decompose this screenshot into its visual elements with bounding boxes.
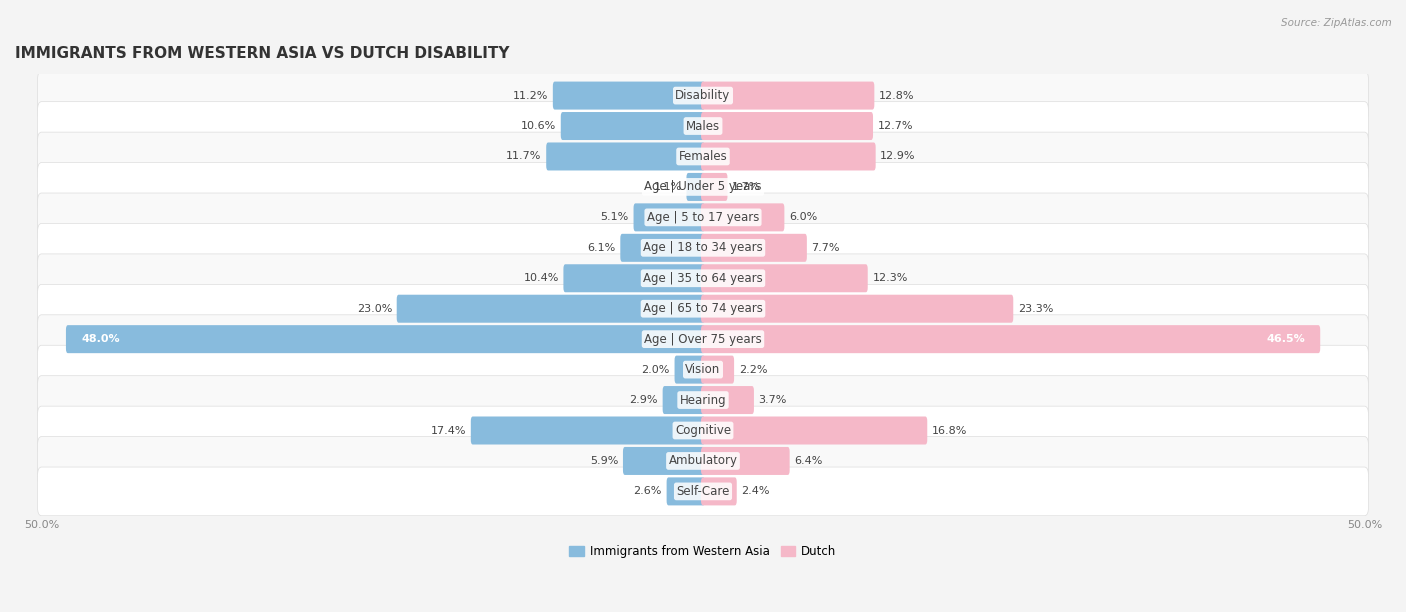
FancyBboxPatch shape xyxy=(38,376,1368,424)
Text: 6.4%: 6.4% xyxy=(794,456,823,466)
Text: Ambulatory: Ambulatory xyxy=(668,455,738,468)
Text: 46.5%: 46.5% xyxy=(1267,334,1305,344)
FancyBboxPatch shape xyxy=(702,203,785,231)
FancyBboxPatch shape xyxy=(38,163,1368,211)
Text: 12.7%: 12.7% xyxy=(877,121,912,131)
Text: 48.0%: 48.0% xyxy=(82,334,120,344)
FancyBboxPatch shape xyxy=(675,356,704,384)
Text: Females: Females xyxy=(679,150,727,163)
Text: Source: ZipAtlas.com: Source: ZipAtlas.com xyxy=(1281,18,1392,28)
FancyBboxPatch shape xyxy=(38,71,1368,120)
Text: 6.1%: 6.1% xyxy=(588,243,616,253)
FancyBboxPatch shape xyxy=(38,406,1368,455)
FancyBboxPatch shape xyxy=(38,193,1368,242)
FancyBboxPatch shape xyxy=(702,295,1014,323)
FancyBboxPatch shape xyxy=(702,112,873,140)
Text: 2.9%: 2.9% xyxy=(630,395,658,405)
Text: 2.0%: 2.0% xyxy=(641,365,669,375)
FancyBboxPatch shape xyxy=(38,285,1368,333)
Text: 2.2%: 2.2% xyxy=(738,365,768,375)
Text: 2.6%: 2.6% xyxy=(634,487,662,496)
Text: 12.3%: 12.3% xyxy=(872,274,908,283)
FancyBboxPatch shape xyxy=(38,467,1368,516)
FancyBboxPatch shape xyxy=(702,386,754,414)
FancyBboxPatch shape xyxy=(38,254,1368,302)
Text: 3.7%: 3.7% xyxy=(759,395,787,405)
Text: Age | 5 to 17 years: Age | 5 to 17 years xyxy=(647,211,759,224)
Text: Vision: Vision xyxy=(685,363,721,376)
FancyBboxPatch shape xyxy=(38,223,1368,272)
Text: Age | Under 5 years: Age | Under 5 years xyxy=(644,181,762,193)
FancyBboxPatch shape xyxy=(66,325,704,353)
Text: 10.4%: 10.4% xyxy=(523,274,558,283)
Text: 16.8%: 16.8% xyxy=(932,425,967,436)
Text: 1.1%: 1.1% xyxy=(654,182,682,192)
FancyBboxPatch shape xyxy=(553,81,704,110)
FancyBboxPatch shape xyxy=(702,356,734,384)
Text: 11.2%: 11.2% xyxy=(513,91,548,100)
FancyBboxPatch shape xyxy=(396,295,704,323)
Text: 12.9%: 12.9% xyxy=(880,152,915,162)
FancyBboxPatch shape xyxy=(702,325,1320,353)
FancyBboxPatch shape xyxy=(702,447,790,475)
Text: 10.6%: 10.6% xyxy=(520,121,557,131)
Text: Cognitive: Cognitive xyxy=(675,424,731,437)
FancyBboxPatch shape xyxy=(662,386,704,414)
Text: IMMIGRANTS FROM WESTERN ASIA VS DUTCH DISABILITY: IMMIGRANTS FROM WESTERN ASIA VS DUTCH DI… xyxy=(15,46,509,61)
FancyBboxPatch shape xyxy=(38,315,1368,364)
FancyBboxPatch shape xyxy=(702,81,875,110)
FancyBboxPatch shape xyxy=(38,132,1368,181)
FancyBboxPatch shape xyxy=(561,112,704,140)
FancyBboxPatch shape xyxy=(702,264,868,293)
Text: Disability: Disability xyxy=(675,89,731,102)
FancyBboxPatch shape xyxy=(702,234,807,262)
FancyBboxPatch shape xyxy=(546,143,704,171)
FancyBboxPatch shape xyxy=(666,477,704,506)
Text: Males: Males xyxy=(686,119,720,133)
FancyBboxPatch shape xyxy=(702,477,737,506)
FancyBboxPatch shape xyxy=(623,447,704,475)
FancyBboxPatch shape xyxy=(686,173,704,201)
Text: 11.7%: 11.7% xyxy=(506,152,541,162)
FancyBboxPatch shape xyxy=(38,345,1368,394)
Text: 12.8%: 12.8% xyxy=(879,91,914,100)
Text: Age | Over 75 years: Age | Over 75 years xyxy=(644,333,762,346)
Text: Hearing: Hearing xyxy=(679,394,727,406)
FancyBboxPatch shape xyxy=(38,436,1368,485)
FancyBboxPatch shape xyxy=(634,203,704,231)
FancyBboxPatch shape xyxy=(702,417,928,444)
Legend: Immigrants from Western Asia, Dutch: Immigrants from Western Asia, Dutch xyxy=(565,540,841,563)
Text: 2.4%: 2.4% xyxy=(741,487,770,496)
FancyBboxPatch shape xyxy=(620,234,704,262)
Text: Age | 18 to 34 years: Age | 18 to 34 years xyxy=(643,241,763,255)
FancyBboxPatch shape xyxy=(471,417,704,444)
Text: 5.1%: 5.1% xyxy=(600,212,628,222)
Text: 23.3%: 23.3% xyxy=(1018,304,1053,314)
FancyBboxPatch shape xyxy=(564,264,704,293)
Text: 7.7%: 7.7% xyxy=(811,243,839,253)
Text: 6.0%: 6.0% xyxy=(789,212,817,222)
Text: Age | 65 to 74 years: Age | 65 to 74 years xyxy=(643,302,763,315)
Text: Self-Care: Self-Care xyxy=(676,485,730,498)
FancyBboxPatch shape xyxy=(702,143,876,171)
FancyBboxPatch shape xyxy=(702,173,727,201)
FancyBboxPatch shape xyxy=(38,102,1368,151)
Text: 23.0%: 23.0% xyxy=(357,304,392,314)
Text: 5.9%: 5.9% xyxy=(591,456,619,466)
Text: 1.7%: 1.7% xyxy=(733,182,761,192)
Text: Age | 35 to 64 years: Age | 35 to 64 years xyxy=(643,272,763,285)
Text: 17.4%: 17.4% xyxy=(430,425,467,436)
